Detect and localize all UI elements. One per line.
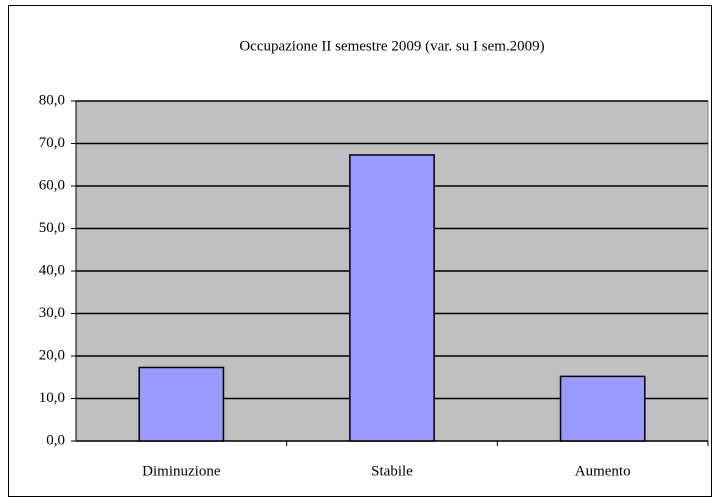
chart-title: Occupazione II semestre 2009 (var. su I … [239,38,544,54]
y-tick-label: 80,0 [39,92,65,108]
bar [559,375,646,442]
x-tick-label: Aumento [575,463,631,479]
y-tick-label: 60,0 [39,177,65,193]
y-tick-label: 20,0 [39,347,65,363]
y-tick-label: 70,0 [39,135,65,151]
bar [138,366,225,442]
x-tick-label: Diminuzione [142,463,221,479]
bar [349,154,435,442]
y-tick-label: 40,0 [39,262,65,278]
y-tick-label: 0,0 [46,432,65,448]
x-tick-label: Stabile [371,463,413,479]
y-tick-label: 10,0 [39,390,65,406]
y-tick-label: 50,0 [39,220,65,236]
y-tick-label: 30,0 [39,305,65,321]
